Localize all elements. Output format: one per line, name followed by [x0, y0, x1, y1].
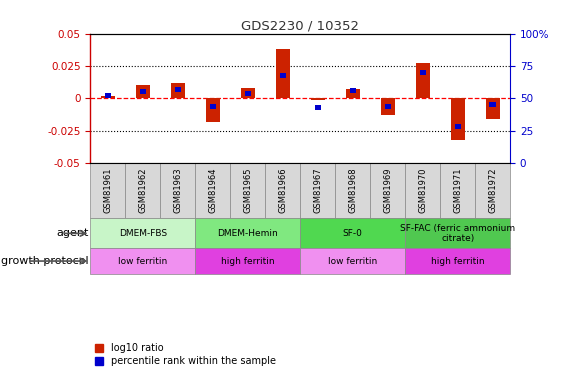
Bar: [300, 248, 405, 274]
Text: GSM81966: GSM81966: [278, 168, 287, 213]
Text: GSM81971: GSM81971: [453, 168, 462, 213]
Bar: [265, 163, 300, 218]
Bar: [206, 98, 220, 122]
Text: DMEM-Hemin: DMEM-Hemin: [217, 229, 278, 238]
Text: low ferritin: low ferritin: [118, 256, 167, 265]
Bar: [241, 88, 255, 98]
Bar: [315, 105, 321, 110]
Text: DMEM-FBS: DMEM-FBS: [119, 229, 167, 238]
Bar: [451, 98, 465, 140]
Bar: [335, 163, 370, 218]
Bar: [416, 63, 430, 98]
Bar: [90, 218, 195, 248]
Legend: log10 ratio, percentile rank within the sample: log10 ratio, percentile rank within the …: [95, 344, 276, 366]
Text: growth protocol: growth protocol: [1, 256, 89, 266]
Text: GSM81970: GSM81970: [418, 168, 427, 213]
Text: high ferritin: high ferritin: [221, 256, 275, 265]
Bar: [475, 163, 510, 218]
Bar: [125, 163, 160, 218]
Text: agent: agent: [56, 228, 89, 238]
Bar: [105, 93, 111, 98]
Bar: [175, 87, 181, 92]
Bar: [385, 104, 391, 109]
Text: SF-0: SF-0: [343, 229, 363, 238]
Text: GSM81962: GSM81962: [138, 168, 147, 213]
Bar: [230, 163, 265, 218]
Bar: [276, 49, 290, 98]
Text: GSM81969: GSM81969: [383, 168, 392, 213]
Bar: [370, 163, 405, 218]
Bar: [101, 96, 115, 98]
Text: GSM81963: GSM81963: [173, 168, 182, 213]
Text: GSM81961: GSM81961: [103, 168, 113, 213]
Bar: [405, 163, 440, 218]
Bar: [280, 72, 286, 78]
Bar: [440, 163, 475, 218]
Text: GSM81965: GSM81965: [243, 168, 252, 213]
Bar: [405, 248, 510, 274]
Bar: [90, 248, 195, 274]
Bar: [300, 163, 335, 218]
Bar: [140, 89, 146, 94]
Bar: [381, 98, 395, 115]
Bar: [346, 89, 360, 98]
Text: low ferritin: low ferritin: [328, 256, 377, 265]
Bar: [245, 91, 251, 96]
Bar: [136, 86, 150, 98]
Bar: [455, 124, 461, 129]
Bar: [350, 88, 356, 93]
Bar: [195, 248, 300, 274]
Bar: [210, 104, 216, 109]
Bar: [195, 218, 300, 248]
Bar: [311, 98, 325, 100]
Bar: [195, 163, 230, 218]
Text: GSM81968: GSM81968: [348, 168, 357, 213]
Text: GSM81972: GSM81972: [488, 168, 497, 213]
Text: high ferritin: high ferritin: [431, 256, 484, 265]
Text: SF-FAC (ferric ammonium
citrate): SF-FAC (ferric ammonium citrate): [400, 224, 515, 243]
Bar: [420, 70, 426, 75]
Bar: [90, 163, 125, 218]
Bar: [486, 98, 500, 119]
Title: GDS2230 / 10352: GDS2230 / 10352: [241, 20, 359, 33]
Bar: [405, 218, 510, 248]
Bar: [490, 102, 496, 107]
Bar: [171, 83, 185, 98]
Bar: [160, 163, 195, 218]
Text: GSM81967: GSM81967: [313, 168, 322, 213]
Bar: [300, 218, 405, 248]
Text: GSM81964: GSM81964: [208, 168, 217, 213]
